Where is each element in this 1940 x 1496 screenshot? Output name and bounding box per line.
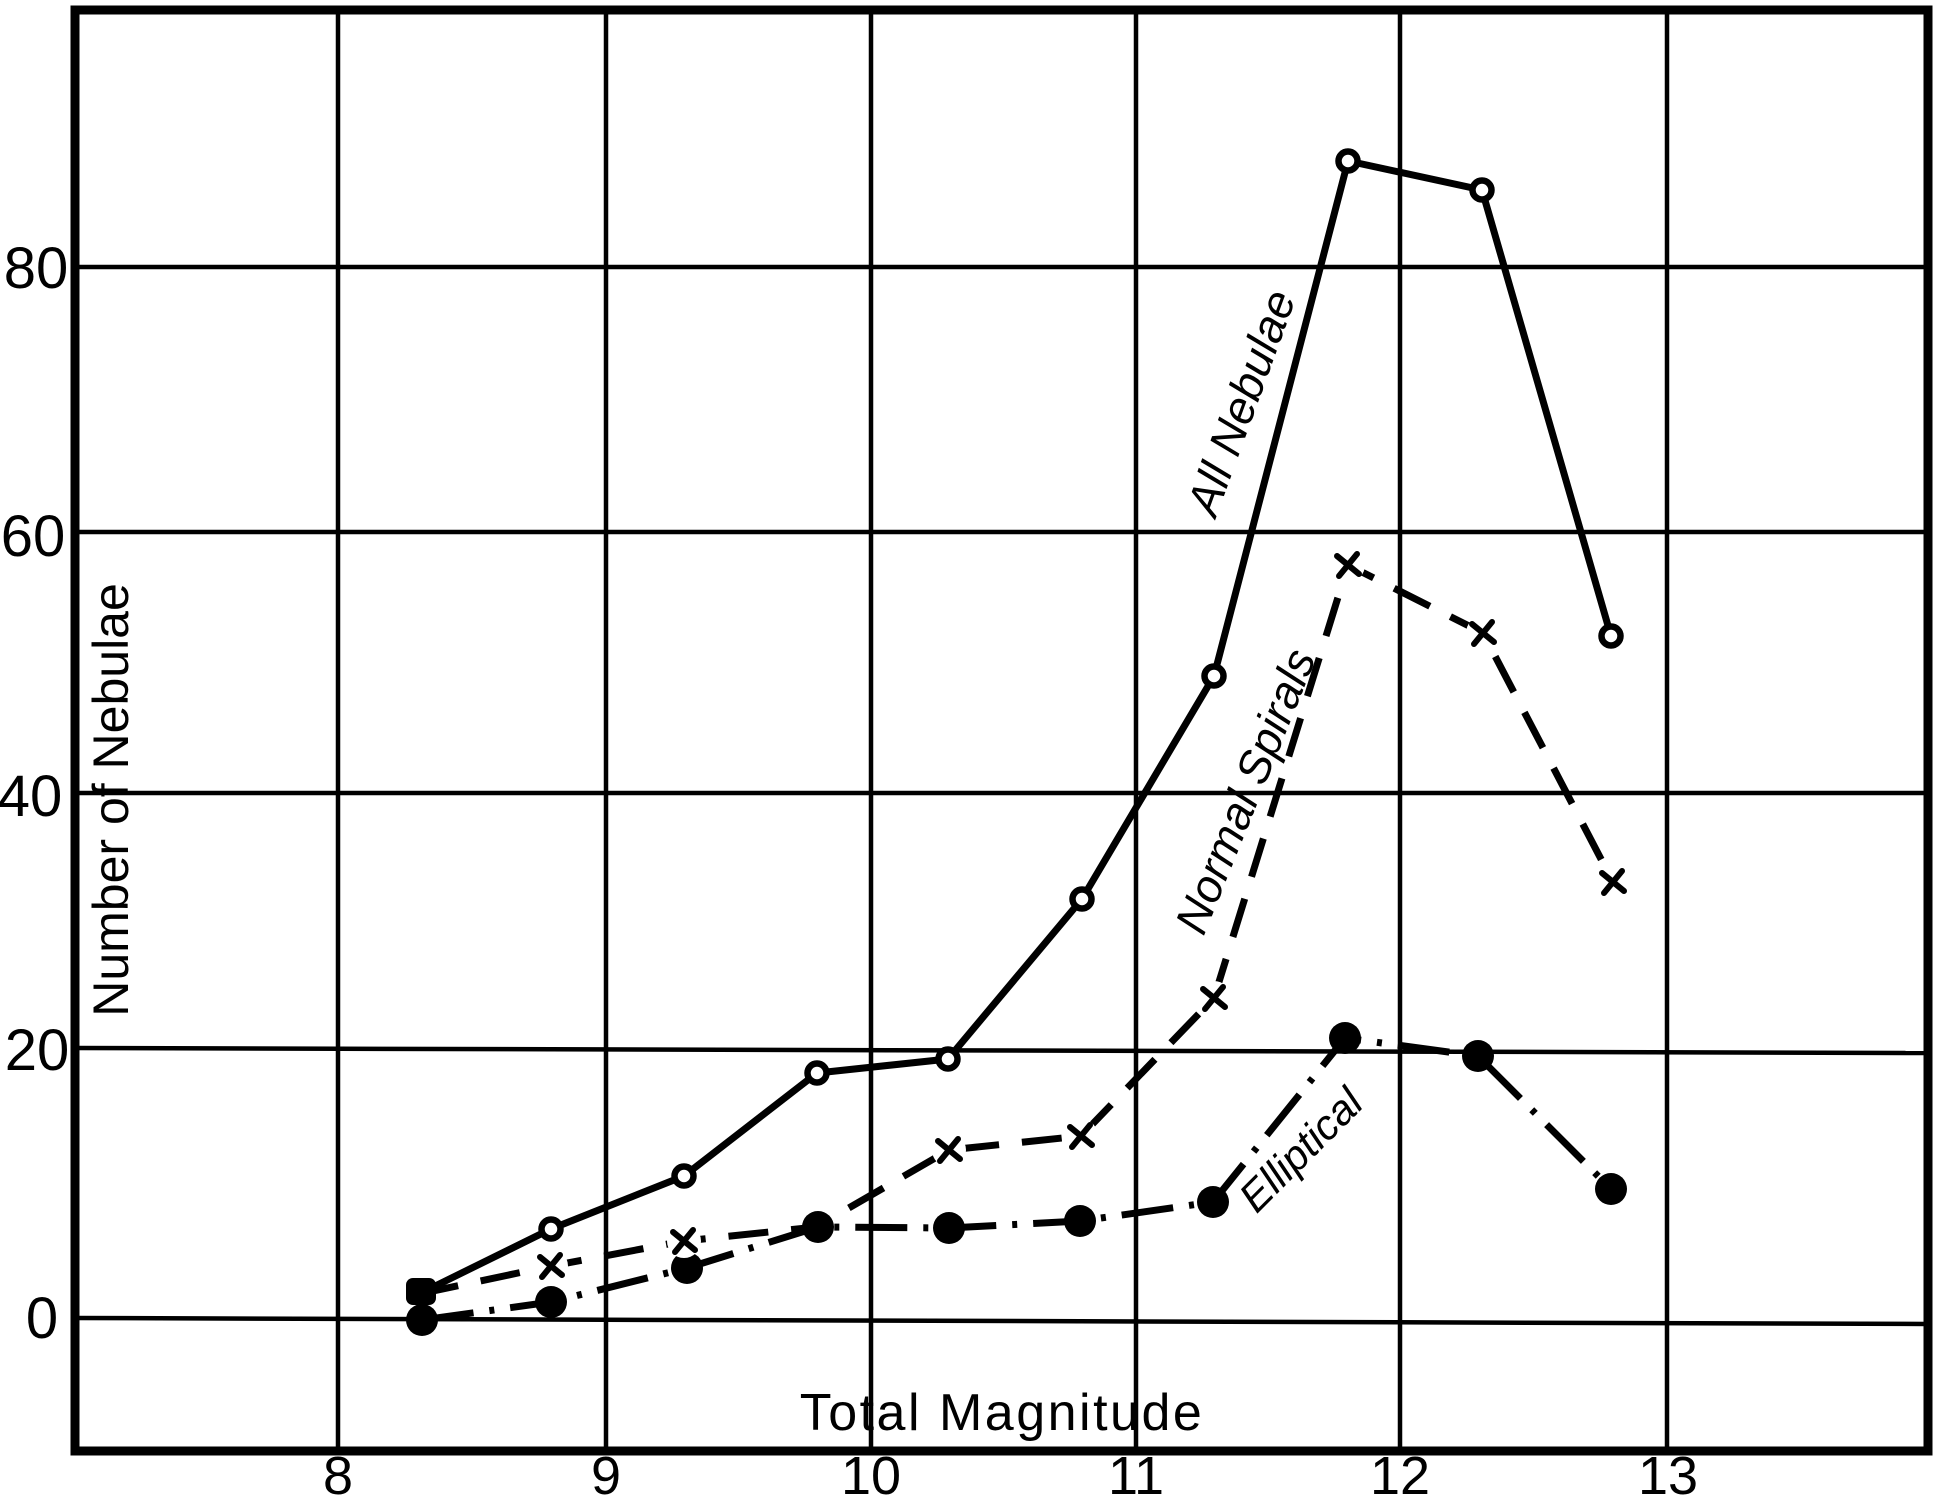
svg-text:20: 20 xyxy=(5,1018,70,1083)
svg-text:12: 12 xyxy=(1370,1446,1430,1496)
svg-text:10: 10 xyxy=(841,1446,901,1496)
svg-text:13: 13 xyxy=(1638,1446,1698,1496)
svg-text:9: 9 xyxy=(591,1446,621,1496)
svg-text:0: 0 xyxy=(26,1286,58,1351)
svg-text:8: 8 xyxy=(323,1446,353,1496)
svg-text:80: 80 xyxy=(4,236,69,301)
svg-text:40: 40 xyxy=(0,764,62,829)
svg-text:60: 60 xyxy=(1,504,66,569)
svg-text:Total Magnitude: Total Magnitude xyxy=(800,1384,1205,1442)
svg-text:Number of Nebulae: Number of Nebulae xyxy=(83,583,139,1017)
svg-text:11: 11 xyxy=(1108,1446,1164,1496)
